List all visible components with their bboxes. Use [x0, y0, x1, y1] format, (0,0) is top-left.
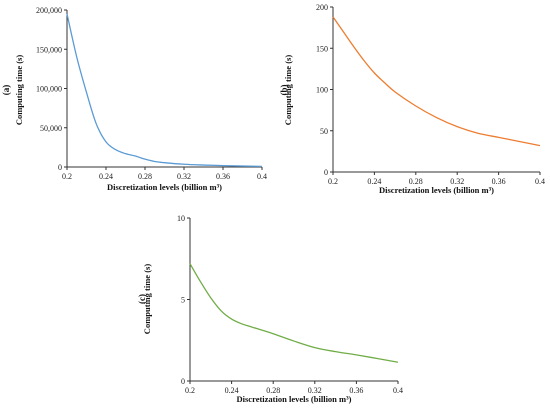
- x-tick-label: 0.36: [216, 172, 230, 181]
- y-tick-label: 50: [320, 127, 328, 136]
- x-tick-label: 0.24: [225, 386, 239, 395]
- x-axis-label: Discretization levels (billion m³): [379, 185, 494, 195]
- x-tick-label: 0.32: [177, 172, 191, 181]
- x-tick-label: 0.4: [535, 177, 545, 186]
- y-tick-label: 5: [181, 296, 185, 305]
- x-tick-label: 0.32: [308, 386, 322, 395]
- x-tick-label: 0.2: [62, 172, 72, 181]
- x-tick-label: 0.32: [450, 177, 464, 186]
- y-axis-label: Computing time (s): [142, 264, 152, 335]
- x-tick-label: 0.24: [367, 177, 381, 186]
- x-axis-label: Discretization levels (billion m³): [237, 394, 352, 404]
- x-tick-label: 0.28: [138, 172, 152, 181]
- x-tick-label: 0.36: [349, 386, 363, 395]
- series-line: [332, 16, 541, 147]
- series-line: [66, 13, 263, 168]
- y-tick-label: 100,000: [36, 85, 62, 94]
- x-tick-label: 0.28: [409, 177, 423, 186]
- y-tick-label: 100: [316, 86, 328, 95]
- y-tick-label: 200: [316, 3, 328, 12]
- y-tick-label: 200,000: [36, 6, 62, 15]
- x-tick-label: 0.4: [393, 386, 403, 395]
- x-tick-label: 0.28: [266, 386, 280, 395]
- y-tick-label: 150: [316, 44, 328, 53]
- x-tick-label: 0.24: [99, 172, 113, 181]
- y-tick-label: 0: [324, 168, 328, 177]
- series-line: [189, 263, 399, 363]
- panel-label: (c): [137, 294, 147, 304]
- y-tick-label: 50,000: [40, 124, 62, 133]
- y-tick-label: 10: [177, 214, 185, 223]
- x-tick-label: 0.4: [257, 172, 267, 181]
- y-axis-label: Computing time (s): [14, 55, 24, 126]
- chart-panel: 0.2 0.24 0.28 0.32 0.36 0.4 0 50,000 100,000 150,…: [1, 6, 267, 192]
- y-axis-label: Computing time (s): [283, 55, 293, 126]
- panel-label: (a): [1, 85, 11, 96]
- y-tick-label: 150,000: [36, 45, 62, 54]
- chart-panel: 0.2 0.24 0.28 0.32 0.36 0.4 0 5 10 Discretization…: [137, 214, 403, 404]
- x-axis-label: Discretization levels (billion m³): [107, 182, 222, 192]
- y-tick-label: 0: [181, 377, 185, 386]
- panel-label: (b): [279, 84, 289, 95]
- x-tick-label: 0.2: [328, 177, 338, 186]
- y-tick-label: 0: [58, 163, 62, 172]
- chart-panel: 0.2 0.24 0.28 0.32 0.36 0.4 0 50 100 150 200 Discre…: [279, 3, 545, 195]
- x-tick-label: 0.2: [185, 386, 195, 395]
- x-tick-label: 0.36: [492, 177, 506, 186]
